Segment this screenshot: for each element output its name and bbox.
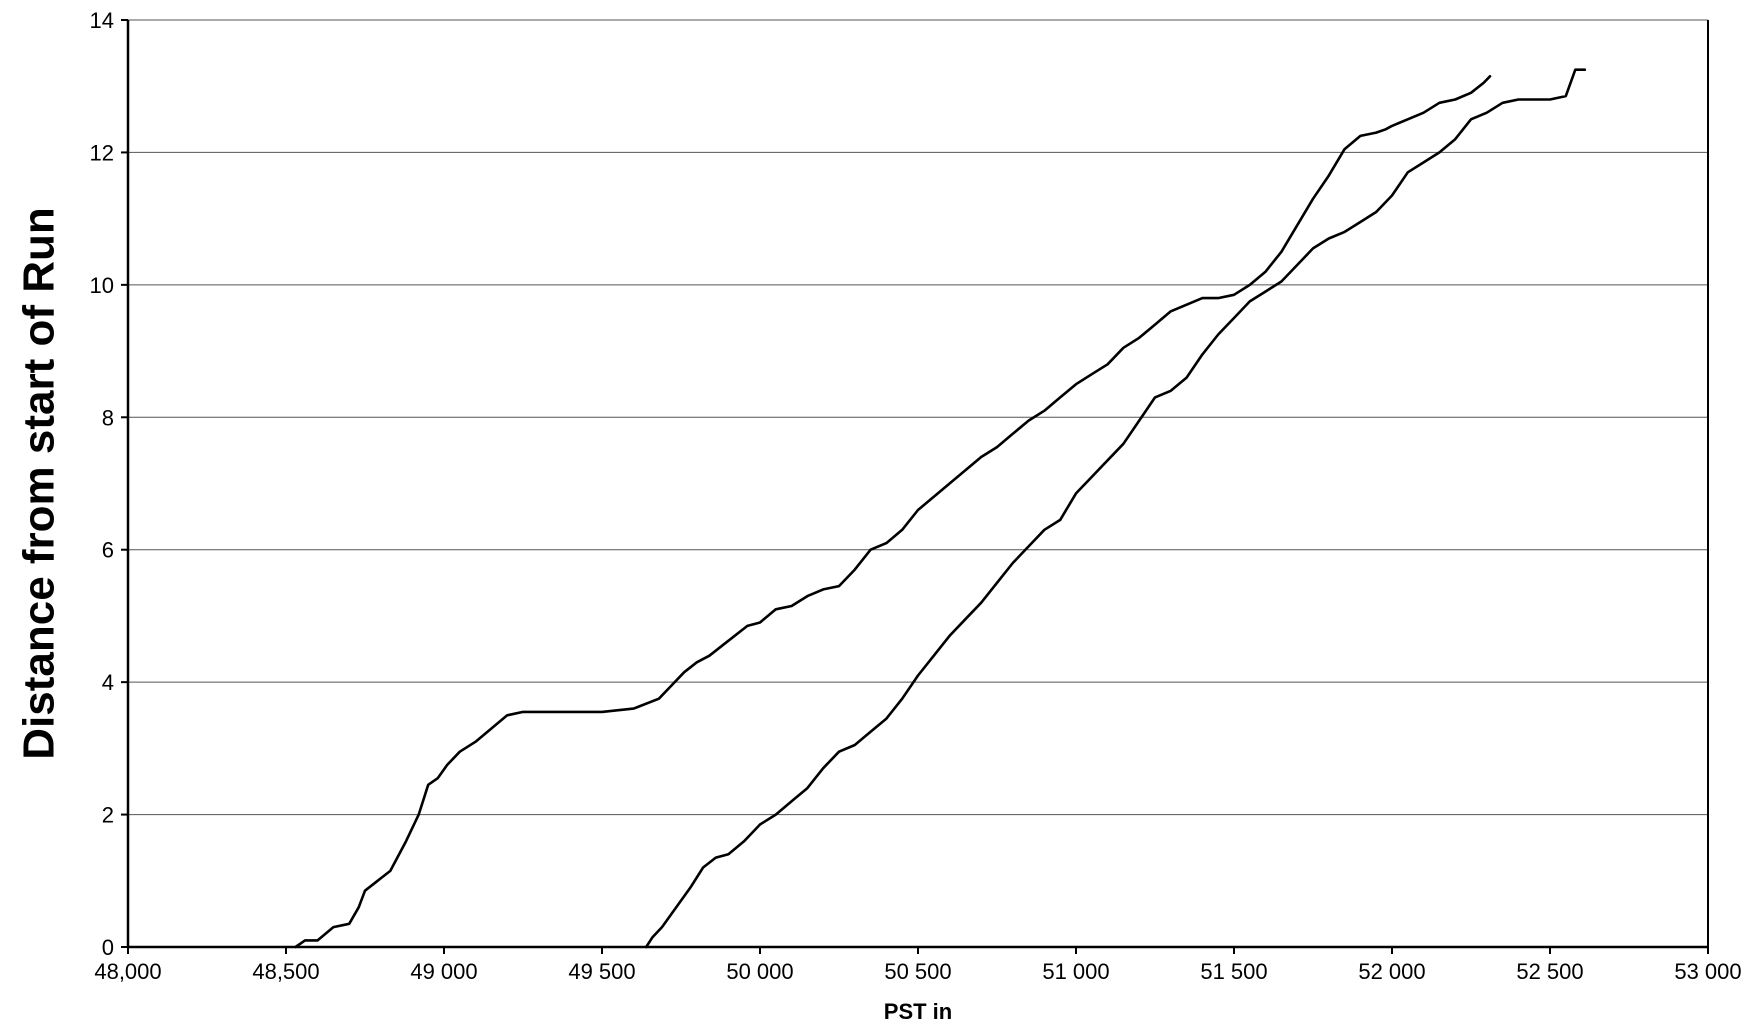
series-lines: [294, 68, 1587, 949]
x-tick-label: 52 000: [1358, 959, 1425, 984]
gridlines: [128, 19, 1708, 816]
x-tick-label: 51 500: [1200, 959, 1267, 984]
axes: [126, 20, 1709, 949]
series-line-1: [294, 75, 1492, 949]
y-tick-label: 14: [90, 8, 114, 33]
y-tick-label: 0: [102, 935, 114, 960]
x-tick-label: 49 500: [568, 959, 635, 984]
y-tick-label: 4: [102, 670, 114, 695]
x-tick-label: 51 000: [1042, 959, 1109, 984]
x-tick-label: 53 000: [1674, 959, 1741, 984]
x-tick-label: 50 000: [726, 959, 793, 984]
x-tick-label: 48,500: [252, 959, 319, 984]
x-tick-labels: 48,000 48,500 49 000 49 500 50 000 50 500 51 0…: [94, 947, 1742, 984]
y-tick-label: 10: [90, 273, 114, 298]
y-tick-labels: 0 2 4 6 8 10 12 14: [90, 8, 128, 960]
y-tick-label: 6: [102, 538, 114, 563]
y-axis-title: Distance from start of Run: [15, 207, 64, 760]
y-tick-label: 2: [102, 803, 114, 828]
y-tick-label: 8: [102, 405, 114, 430]
series-line-2: [644, 68, 1587, 949]
x-tick-label: 50 500: [884, 959, 951, 984]
x-axis-title: PST in: [884, 999, 952, 1024]
y-tick-label: 12: [90, 140, 114, 165]
x-tick-label: 49 000: [410, 959, 477, 984]
x-tick-label: 48,000: [94, 959, 161, 984]
x-tick-label: 52 500: [1516, 959, 1583, 984]
